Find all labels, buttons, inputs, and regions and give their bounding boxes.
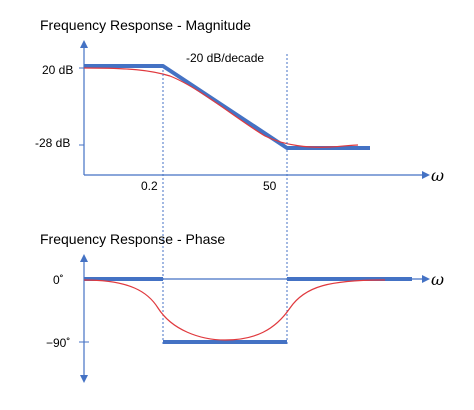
magnitude-x-tick-50: 50 (263, 179, 277, 193)
magnitude-x-tick-0-2: 0.2 (141, 179, 158, 193)
slope-annotation: -20 dB/decade (186, 51, 264, 65)
phase-y-tick-0: 0˚ (53, 273, 64, 287)
magnitude-actual-curve (83, 67, 359, 148)
phase-actual-curve (83, 279, 386, 341)
magnitude-panel: Frequency Response - Magnitude 20 dB -28… (35, 17, 444, 193)
phase-y-tick-minus90: −90˚ (46, 336, 70, 350)
phase-panel: Frequency Response - Phase 0˚ −90˚ ω (40, 231, 444, 383)
magnitude-y-tick-minus28db: -28 dB (35, 136, 70, 150)
magnitude-omega-label: ω (431, 166, 444, 185)
magnitude-title: Frequency Response - Magnitude (40, 17, 251, 33)
magnitude-asymptote (84, 64, 370, 150)
phase-omega-label: ω (431, 270, 444, 289)
phase-title: Frequency Response - Phase (40, 231, 225, 247)
magnitude-y-tick-20db: 20 dB (42, 63, 73, 77)
